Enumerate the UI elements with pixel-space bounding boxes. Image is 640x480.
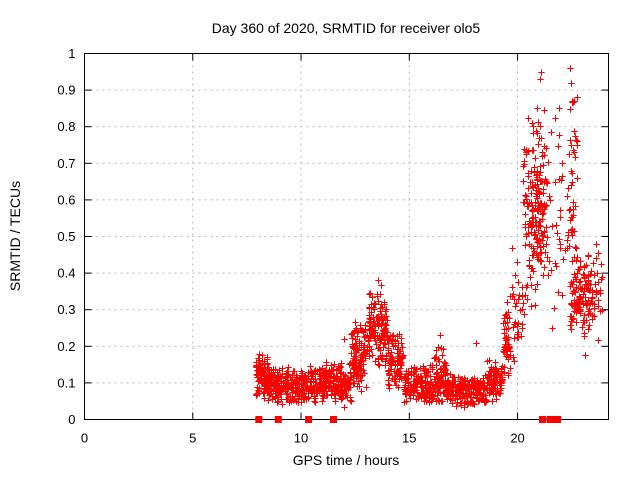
plus-markers [253,65,606,411]
y-tick-label: 0.7 [57,156,75,171]
y-tick-label: 1 [68,46,75,61]
y-tick-label: 0.3 [57,302,75,317]
zero-flag-square-marker [538,416,546,423]
y-tick-label: 0.1 [57,375,75,390]
y-tick-label: 0.8 [57,119,75,134]
y-tick-label: 0.4 [57,266,75,281]
zero-flag-square-marker [330,416,338,423]
gridlines [84,53,609,420]
chart-title: Day 360 of 2020, SRMTID for receiver olo… [212,20,481,36]
zero-flag-square-marker [274,416,282,423]
x-tick-label: 20 [510,431,524,446]
x-tick-label: 10 [294,431,308,446]
y-tick-label: 0.9 [57,83,75,98]
scatter-points [253,65,606,411]
y-axis-label: SRMTID / TECUs [7,181,23,291]
zero-flag-markers [255,416,562,423]
x-tick-label: 15 [402,431,416,446]
y-tick-label: 0.5 [57,229,75,244]
y-tick-label: 0.6 [57,192,75,207]
tick-labels: 00.10.20.30.40.50.60.70.80.910 5 10 15 20 [57,46,524,446]
y-tick-label: 0 [68,412,75,427]
x-tick-label: 5 [189,431,196,446]
zero-flag-square-marker [546,416,554,423]
zero-flag-square-marker [305,416,313,423]
zero-flag-square-marker [554,416,562,423]
y-tick-label: 0.2 [57,339,75,354]
plot-border [84,53,609,420]
zero-flag-square-marker [255,416,263,423]
x-tick-label: 0 [81,431,88,446]
x-axis-label: GPS time / hours [293,452,400,468]
